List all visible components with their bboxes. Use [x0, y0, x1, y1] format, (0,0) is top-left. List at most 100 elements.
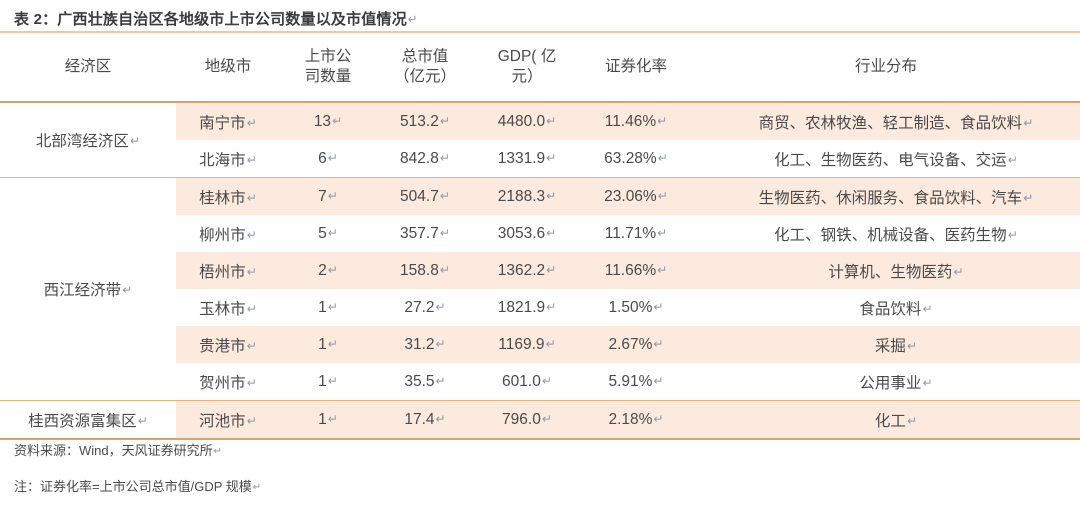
pilcrow-mark: ↵	[252, 481, 262, 493]
cell-gdp: 1331.9↵	[474, 140, 580, 178]
cell-listed-count-value: 6	[318, 149, 327, 167]
cell-industries-value: 食品饮料	[859, 300, 922, 318]
cell-city-value: 桂林市	[199, 189, 246, 207]
cell-city-value: 河池市	[199, 412, 246, 430]
cell-industries-value: 生物医药、休闲服务、食品饮料、汽车	[758, 189, 1023, 207]
cell-industries: 食品饮料↵	[692, 289, 1080, 326]
pilcrow-mark: ↵	[246, 264, 257, 279]
pilcrow-mark: ↵	[546, 188, 557, 203]
cell-listed-count-value: 1	[318, 298, 327, 316]
cell-city-value: 柳州市	[199, 226, 246, 244]
cell-market-cap: 27.2↵	[376, 289, 474, 326]
col-header-gdp: GDP( 亿 元）	[474, 32, 580, 102]
pilcrow-mark: ↵	[657, 225, 668, 240]
cell-city: 贺州市↵	[176, 363, 280, 401]
cell-gdp: 1362.2↵	[474, 252, 580, 289]
cell-gdp: 4480.0↵	[474, 102, 580, 140]
col-header-gdp-line-1: GDP( 亿	[497, 48, 557, 66]
pilcrow-mark: ↵	[657, 150, 668, 165]
cell-gdp: 1821.9↵	[474, 289, 580, 326]
cell-city: 贵港市↵	[176, 326, 280, 363]
cell-industries-value: 化工、钢铁、机械设备、医药生物	[774, 226, 1007, 244]
cell-market-cap: 31.2↵	[376, 326, 474, 363]
cell-securitization-rate: 11.46%↵	[580, 102, 692, 140]
pilcrow-mark: ↵	[435, 411, 446, 426]
cell-gdp-value: 1169.9	[498, 335, 545, 353]
pilcrow-mark: ↵	[246, 301, 257, 316]
cell-listed-count: 1↵	[280, 400, 376, 439]
col-header-listed-count-line-1: 上市公	[304, 48, 352, 66]
pilcrow-mark: ↵	[435, 373, 446, 388]
cell-economic-zone: 北部湾经济区↵	[0, 102, 176, 178]
pilcrow-mark: ↵	[439, 262, 450, 277]
pilcrow-mark: ↵	[439, 150, 450, 165]
pilcrow-mark: ↵	[541, 373, 552, 388]
cell-gdp: 3053.6↵	[474, 215, 580, 252]
pilcrow-mark: ↵	[906, 338, 918, 353]
cell-market-cap: 357.7↵	[376, 215, 474, 252]
cell-listed-count-value: 5	[318, 224, 327, 242]
cell-securitization-rate: 5.91%↵	[580, 363, 692, 401]
table-row: 玉林市↵ 1↵ 27.2↵ 1821.9↵ 1.50%↵ 食品饮料↵	[0, 289, 1080, 326]
cell-listed-count: 5↵	[280, 215, 376, 252]
data-table-container: 经济区 地级市 上市公 司数量 总市值 （亿元） GDP( 亿	[0, 31, 1080, 440]
cell-securitization-rate-value: 11.71%	[604, 224, 657, 242]
economic-zone-label: 西江经济带	[43, 282, 122, 299]
figure-caption: 表 2：广西壮族自治区各地级市上市公司数量以及市值情况↵	[14, 8, 418, 29]
figure-caption-text: 表 2：广西壮族自治区各地级市上市公司数量以及市值情况	[14, 11, 407, 28]
cell-listed-count: 1↵	[280, 289, 376, 326]
cell-city-value: 北海市	[199, 151, 246, 169]
cell-market-cap-value: 27.2	[404, 298, 435, 316]
pilcrow-mark: ↵	[407, 13, 418, 26]
pilcrow-mark: ↵	[541, 411, 552, 426]
pilcrow-mark: ↵	[1007, 152, 1018, 167]
cell-listed-count: 6↵	[280, 140, 376, 178]
pilcrow-mark: ↵	[246, 190, 257, 205]
cell-gdp-value: 1331.9	[497, 149, 546, 167]
pilcrow-mark: ↵	[546, 262, 557, 277]
cell-industries: 化工、生物医药、电气设备、交运↵	[692, 140, 1080, 178]
pilcrow-mark: ↵	[546, 225, 557, 240]
pilcrow-mark: ↵	[327, 262, 338, 277]
pilcrow-mark: ↵	[327, 411, 338, 426]
cell-market-cap-value: 504.7	[400, 187, 439, 205]
cell-economic-zone: 桂西资源富集区↵	[0, 400, 176, 439]
cell-securitization-rate: 2.18%↵	[580, 400, 692, 439]
cell-listed-count-value: 7	[318, 187, 327, 205]
pilcrow-mark: ↵	[435, 336, 446, 351]
cell-industries: 化工、钢铁、机械设备、医药生物↵	[692, 215, 1080, 252]
economic-zone-label: 北部湾经济区	[35, 133, 129, 150]
cell-listed-count-value: 1	[318, 372, 327, 390]
cell-gdp-value: 3053.6	[497, 224, 546, 242]
cell-market-cap-value: 31.2	[404, 335, 435, 353]
cell-listed-count: 2↵	[280, 252, 376, 289]
pilcrow-mark: ↵	[657, 188, 668, 203]
pilcrow-mark: ↵	[327, 299, 338, 314]
col-header-market-cap: 总市值 （亿元）	[376, 32, 474, 102]
pilcrow-mark: ↵	[546, 113, 557, 128]
cell-city-value: 南宁市	[199, 114, 246, 132]
pilcrow-mark: ↵	[327, 373, 338, 388]
pilcrow-mark: ↵	[953, 264, 964, 279]
cell-listed-count-value: 1	[318, 410, 327, 428]
cell-securitization-rate-value: 11.66%	[604, 261, 657, 279]
cell-market-cap: 158.8↵	[376, 252, 474, 289]
cell-gdp-value: 2188.3	[497, 187, 546, 205]
table-row: 梧州市↵ 2↵ 158.8↵ 1362.2↵ 11.66%↵ 计算机、生物医药↵	[0, 252, 1080, 289]
pilcrow-mark: ↵	[653, 336, 664, 351]
col-header-industry-distribution-line-1: 行业分布	[854, 58, 917, 76]
pilcrow-mark: ↵	[213, 446, 223, 457]
cell-industries-value: 采掘	[874, 337, 906, 355]
pilcrow-mark: ↵	[327, 225, 338, 240]
cell-market-cap: 17.4↵	[376, 400, 474, 439]
cell-industries: 计算机、生物医药↵	[692, 252, 1080, 289]
cell-gdp: 2188.3↵	[474, 177, 580, 215]
cell-securitization-rate: 11.66%↵	[580, 252, 692, 289]
listed-companies-table: 经济区 地级市 上市公 司数量 总市值 （亿元） GDP( 亿	[0, 31, 1080, 440]
pilcrow-mark: ↵	[246, 413, 257, 428]
pilcrow-mark: ↵	[439, 225, 450, 240]
cell-city-value: 梧州市	[199, 263, 246, 281]
pilcrow-mark: ↵	[546, 299, 557, 314]
cell-market-cap: 513.2↵	[376, 102, 474, 140]
